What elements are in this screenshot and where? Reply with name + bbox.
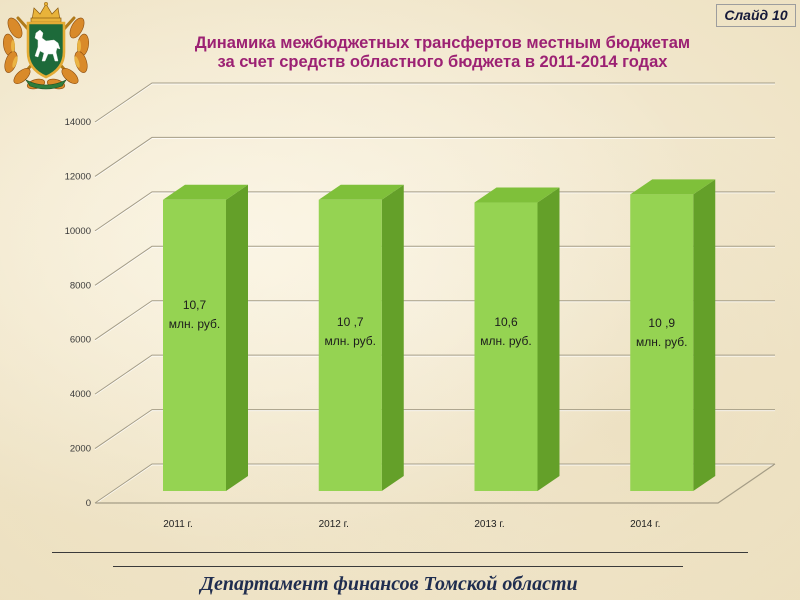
gridline-highlight (94, 464, 775, 505)
bar-unit-label: млн. руб. (169, 317, 220, 331)
bar-top-face (318, 184, 404, 200)
slide-title: Динамика межбюджетных трансфертов местны… (120, 34, 765, 72)
gridline-highlight (94, 192, 775, 233)
bar-side-face (537, 187, 560, 491)
bar-value-label: 10 ,7 (337, 315, 364, 329)
bar-top-face (474, 187, 560, 203)
gridline (94, 82, 775, 123)
footer-department-name: Департамент финансов Томской области (200, 573, 578, 595)
gridline (94, 463, 775, 504)
y-tick-label: 6000 (70, 335, 91, 346)
bar-unit-label: млн. руб. (325, 334, 376, 348)
gridline-highlight (94, 83, 775, 124)
floor-edge (95, 463, 776, 504)
gridline-highlight (94, 355, 775, 396)
gridline-highlight (94, 410, 775, 450)
bar-unit-label: млн. руб. (480, 334, 531, 348)
slide-number-label: Слайд 10 (716, 4, 796, 27)
x-tick-label: 2014 г. (630, 519, 660, 530)
y-tick-label: 2000 (70, 444, 91, 455)
y-tick-label: 14000 (65, 117, 91, 128)
bar-2: 10 ,7 млн. руб. (318, 184, 404, 492)
footer-rule-bottom (113, 566, 683, 567)
bar-side-face (226, 184, 248, 492)
gridline (94, 354, 775, 395)
gridline-highlight (94, 301, 775, 342)
y-tick-label: 0 (86, 498, 91, 509)
x-tick-label: 2013 г. (474, 519, 504, 530)
bar-front-face (474, 202, 538, 491)
gridline-highlight (94, 137, 775, 178)
slide-title-line-2: за счет средств областного бюджета в 201… (217, 53, 668, 71)
gridline-highlight (94, 246, 775, 287)
bar-side-face (381, 184, 404, 492)
bar-front-face (318, 199, 382, 492)
bar-value-label: 10 ,9 (648, 316, 675, 330)
bar-value-label: 10,7 (183, 298, 207, 312)
bar-1: 10,7 млн. руб. (163, 184, 248, 492)
bar-value-label: 10,6 (494, 315, 518, 329)
footer-rule-top (52, 552, 748, 553)
slide-title-line-1: Динамика межбюджетных трансфертов местны… (194, 34, 691, 52)
bar-top-face (163, 184, 248, 200)
y-tick-label: 12000 (65, 171, 91, 182)
y-tick-label: 10000 (65, 226, 91, 237)
x-tick-label: 2011 г. (163, 519, 193, 530)
bar-side-face (693, 179, 716, 491)
x-tick-label: 2012 г. (319, 519, 349, 530)
gridline (94, 300, 775, 341)
gridline (94, 136, 775, 177)
y-tick-label: 4000 (70, 389, 91, 400)
bar-unit-label: млн. руб. (636, 335, 687, 349)
gridlines (94, 82, 775, 505)
bar-4: 10 ,9 млн. руб. (630, 179, 716, 491)
bar-top-face (630, 179, 716, 195)
bar-front-face (630, 194, 694, 491)
bar-chart-3d: 0 2000 4000 6000 8000 10000 12000 14000 10,7 млн.… (65, 82, 776, 530)
bar-front-face (163, 199, 226, 492)
gridline (94, 409, 775, 449)
bar-3: 10,6 млн. руб. (474, 187, 560, 491)
tomsk-coat-of-arms-icon (0, 0, 92, 90)
gridline (94, 191, 775, 232)
gridline (94, 245, 775, 286)
y-tick-label: 8000 (70, 280, 91, 291)
